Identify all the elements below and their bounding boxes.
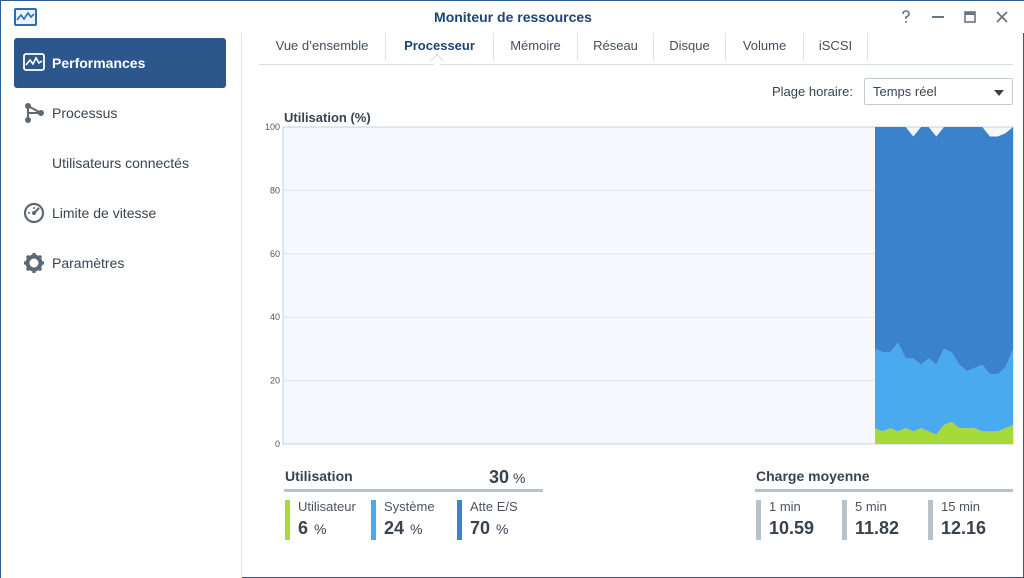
y-tick-label: 100 [265,122,280,132]
sidebar-item-processus[interactable]: Processus [14,88,226,138]
metric-value: 70% [470,518,518,539]
metric-number: 6 [298,518,309,538]
metric-unit: % [314,521,327,537]
process-icon [22,101,46,125]
cpu-utilization-chart: 0 20 40 60 80 100 [259,119,1019,454]
close-icon[interactable] [992,7,1012,27]
utilization-total: 30% [489,467,525,488]
metric-label: Atte E/S [470,499,518,514]
utilization-total-unit: % [513,470,526,486]
sidebar-item-speed-limit[interactable]: Limite de vitesse [14,188,226,238]
series-area-io [875,127,1013,375]
sidebar-item-label: Paramètres [52,255,125,271]
sidebar-item-performances[interactable]: Performances [14,38,226,88]
metric-label: Système [384,499,435,514]
sidebar-item-label: Performances [52,55,146,71]
sidebar-item-label: Processus [52,105,118,121]
metric-value: 6% [298,518,356,539]
metric-value: 24% [384,518,435,539]
load-5min: 5 min 11.82 [842,500,899,540]
metric-io-wait: Atte E/S 70% [457,500,518,540]
divider [284,489,543,492]
y-tick-label: 0 [275,439,280,449]
app-icon [14,8,37,26]
tab-bar: Vue d’ensemble Processeur Mémoire Réseau… [259,33,1013,65]
tab-disk[interactable]: Disque [654,33,726,61]
time-range-select[interactable]: Temps réel [864,78,1013,105]
window-title: Moniteur de ressources [434,9,592,25]
chart-canvas: 0 20 40 60 80 100 [265,122,1014,449]
time-range-value: Temps réel [873,84,937,99]
chevron-down-icon [994,90,1004,96]
utilization-total-value: 30 [489,467,510,487]
tab-iscsi[interactable]: iSCSI [804,33,868,61]
load-average-title: Charge moyenne [756,468,870,484]
metric-unit: % [496,521,509,537]
sidebar-item-settings[interactable]: Paramètres [14,238,226,288]
metric-number: 24 [384,518,405,538]
metric-value: 11.82 [855,518,900,538]
time-range-label: Plage horaire: [772,84,853,99]
help-icon[interactable] [896,7,916,27]
performance-icon [22,51,46,75]
metric-unit: % [410,521,423,537]
y-tick-label: 40 [270,312,280,322]
chart-title: Utilisation (%) [284,110,371,125]
tab-overview[interactable]: Vue d’ensemble [259,33,386,61]
sidebar-item-label: Limite de vitesse [52,205,157,221]
metric-label: 1 min [769,499,801,514]
divider [755,489,1013,492]
gear-icon [22,251,46,275]
utilization-title: Utilisation [285,468,353,484]
sidebar-item-label: Utilisateurs connectés [52,155,189,171]
series-area-user [875,421,1013,444]
metric-label: Utilisateur [298,499,356,514]
minimize-icon[interactable] [928,7,948,27]
y-tick-label: 20 [270,376,280,386]
metric-number: 70 [470,518,491,538]
sidebar: Performances Processus Utilisateurs conn… [1,33,242,578]
tab-volume[interactable]: Volume [726,33,804,61]
y-tick-label: 60 [270,249,280,259]
series-area-system [875,342,1013,435]
metric-system: Système 24% [371,500,435,540]
load-1min: 1 min 10.59 [756,500,814,540]
speed-limit-icon [22,201,46,225]
metric-label: 15 min [941,499,981,514]
tab-network[interactable]: Réseau [578,33,654,61]
load-15min: 15 min 12.16 [928,500,986,540]
sidebar-item-connected-users[interactable]: Utilisateurs connectés [14,138,226,188]
maximize-icon[interactable] [960,7,980,27]
metric-user: Utilisateur 6% [285,500,356,540]
metric-value: 12.16 [941,518,987,538]
tab-processor[interactable]: Processeur [386,33,494,61]
metric-value: 10.59 [769,518,815,538]
tab-memory[interactable]: Mémoire [494,33,578,61]
metric-label: 5 min [855,499,887,514]
title-bar: Moniteur de ressources [1,1,1024,33]
y-tick-label: 80 [270,185,280,195]
